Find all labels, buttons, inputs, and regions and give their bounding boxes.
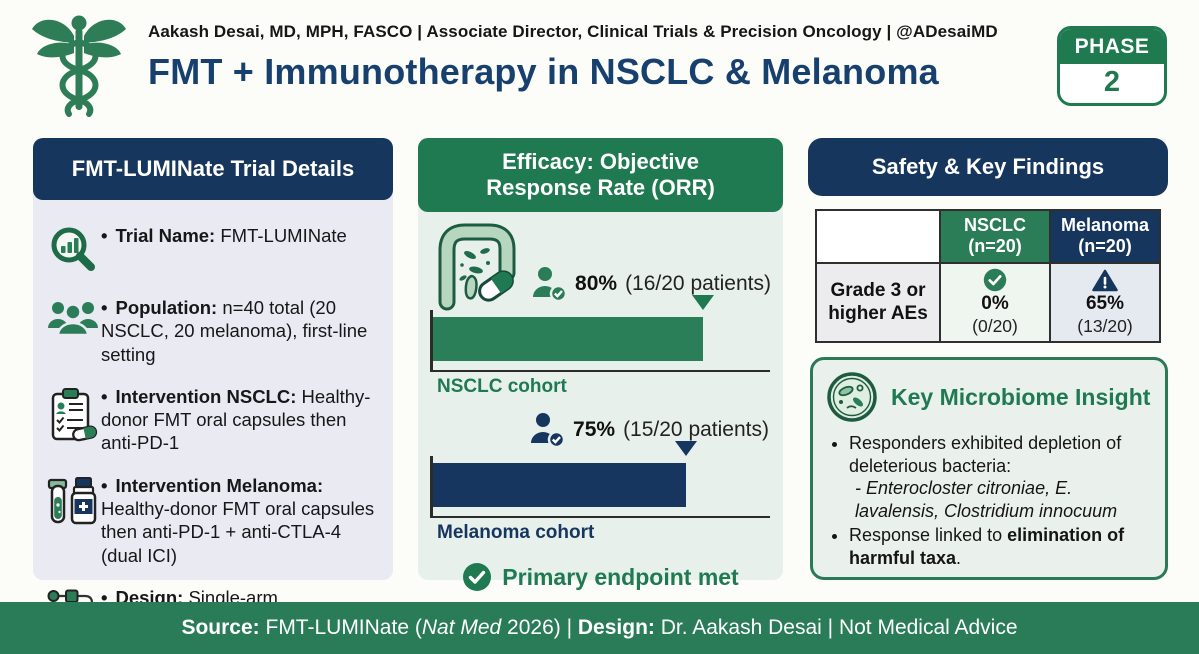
people-icon (45, 296, 101, 339)
list-item-text: Trial Name: FMT-LUMINate (101, 224, 346, 247)
melanoma-detail: (15/20 patients) (623, 418, 769, 441)
person-check-icon (533, 267, 568, 302)
test-tube-vial-icon (45, 474, 101, 531)
melanoma-bar (433, 441, 697, 507)
list-item: Intervention Melanoma: Healthy-donor FMT… (45, 474, 379, 567)
check-circle-icon (463, 563, 492, 591)
grade3-row-label: Grade 3 or higher AEs (815, 262, 941, 343)
nsclc-percent: 80% (575, 272, 618, 295)
gut-capsule-icon (438, 223, 516, 311)
page-title: FMT + Immunotherapy in NSCLC & Melanoma (148, 51, 939, 92)
melanoma-percent: 75% (573, 418, 616, 441)
insight-sub-bullet: - Enterocloster citroniae, E. lavalensis… (855, 478, 1118, 521)
phase-label: PHASE (1060, 29, 1164, 64)
person-check-icon (531, 413, 566, 448)
safety-table: NSCLC (n=20) Melanoma (n=20) Grade 3 or … (815, 208, 1161, 343)
list-item-text: Intervention Melanoma: Healthy-donor FMT… (101, 474, 379, 567)
efficacy-panel: Efficacy: Objective Response Rate (ORR) (418, 138, 783, 591)
insight-title: Key Microbiome Insight (891, 383, 1151, 410)
byline: Aakash Desai, MD, MPH, FASCO | Associate… (148, 22, 998, 41)
list-item: Population: n=40 total (20 NSCLC, 20 mel… (45, 296, 379, 366)
list-item: Response linked to elimination of harmfu… (849, 524, 1153, 569)
nsclc-cohort-label: NSCLC cohort (437, 376, 567, 397)
nsclc-bar-axis (430, 295, 770, 372)
warning-triangle-icon (1092, 269, 1118, 291)
safety-header: Safety & Key Findings (808, 138, 1168, 196)
nsclc-column-header: NSCLC (n=20) (939, 208, 1051, 265)
caduceus-icon (32, 15, 126, 117)
marker-triangle-icon (691, 295, 714, 310)
insight-bullets: Responders exhibited depletion of delete… (829, 432, 1153, 569)
safety-panel: Safety & Key Findings NSCLC (n=20) Melan… (808, 138, 1168, 580)
list-item-text: Population: n=40 total (20 NSCLC, 20 mel… (101, 296, 379, 366)
nsclc-value-row: 80% (16/20 patients) (531, 266, 771, 310)
footer: Source: FMT-LUMINate (Nat Med 2026) | De… (0, 602, 1199, 654)
efficacy-header: Efficacy: Objective Response Rate (ORR) (418, 138, 783, 212)
footer-journal: Nat Med (421, 616, 502, 639)
melanoma-value-row: 75% (15/20 patients) (430, 412, 769, 448)
header: Aakash Desai, MD, MPH, FASCO | Associate… (0, 0, 1199, 138)
footer-source-label: Source: (181, 616, 260, 639)
check-circle-icon (983, 268, 1007, 292)
table-corner-cell (815, 208, 941, 265)
marker-triangle-icon (674, 441, 697, 456)
nsclc-ae-cell: 0% (0/20) (939, 262, 1051, 343)
melanoma-cohort-label: Melanoma cohort (437, 522, 595, 543)
insight-header: Key Microbiome Insight (825, 370, 1153, 424)
nsclc-bar (433, 295, 714, 361)
list-item: Responders exhibited depletion of delete… (849, 432, 1153, 522)
phase-badge: PHASE 2 (1057, 26, 1167, 106)
efficacy-top-row: 80% (16/20 patients) (430, 218, 771, 311)
magnifier-chart-icon (45, 224, 101, 277)
table-header-row: NSCLC (n=20) Melanoma (n=20) (815, 208, 1161, 265)
list-item-text: Intervention NSCLC: Healthy-donor FMT or… (101, 385, 379, 455)
melanoma-ae-cell: 65% (13/20) (1049, 262, 1161, 343)
melanoma-bar-axis (430, 441, 770, 518)
efficacy-body: 80% (16/20 patients) NSCLC cohort (418, 212, 783, 592)
trial-details-panel: FMT-LUMINate Trial Details Trial Name: F… (33, 138, 393, 637)
header-text: Aakash Desai, MD, MPH, FASCO | Associate… (148, 22, 998, 93)
content-columns: FMT-LUMINate Trial Details Trial Name: F… (33, 138, 1168, 637)
trial-details-body: Trial Name: FMT-LUMINate Populati (33, 200, 393, 637)
list-item: Intervention NSCLC: Healthy-donor FMT or… (45, 385, 379, 455)
clipboard-checklist-icon (45, 385, 101, 444)
nsclc-detail: (16/20 patients) (625, 272, 771, 295)
list-item: Trial Name: FMT-LUMINate (45, 224, 379, 277)
trial-details-header: FMT-LUMINate Trial Details (33, 138, 393, 200)
footer-design-label: Design: (577, 616, 655, 639)
endpoint-note: Primary endpoint met (430, 562, 771, 592)
phase-number: 2 (1103, 66, 1121, 98)
melanoma-column-header: Melanoma (n=20) (1049, 208, 1161, 265)
table-row: Grade 3 or higher AEs 0% (0/20) (815, 262, 1161, 343)
microbiome-insight-box: Key Microbiome Insight Responders exhibi… (810, 357, 1168, 580)
microbiome-icon (827, 372, 877, 422)
